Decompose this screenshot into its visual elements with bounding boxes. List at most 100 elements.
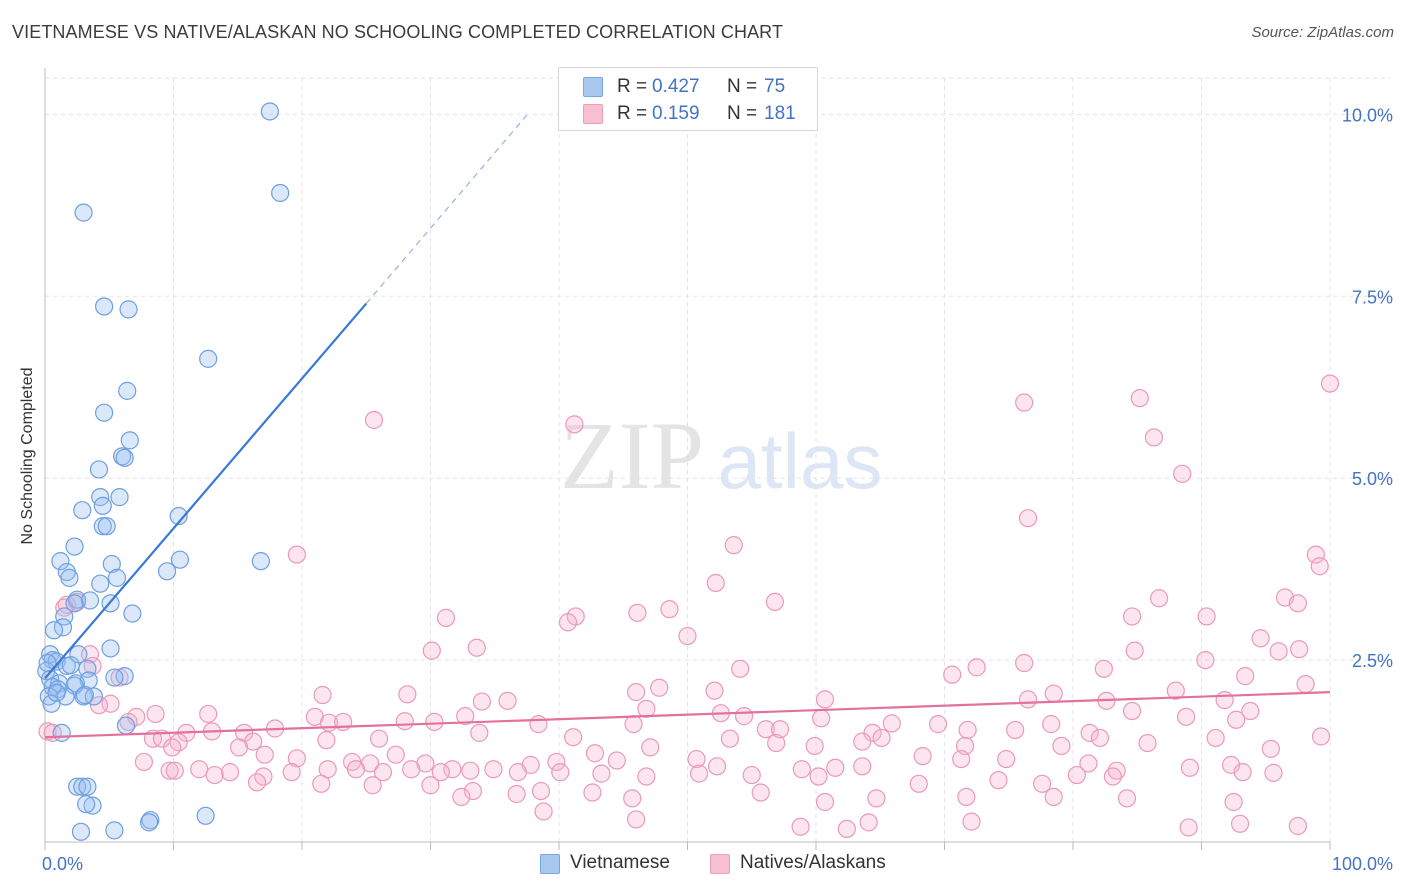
vietnamese-point [74, 203, 93, 222]
natives-point [1296, 675, 1315, 694]
natives-point [402, 760, 421, 779]
natives-point [395, 712, 414, 731]
natives-point [1166, 681, 1185, 700]
natives-point [997, 749, 1016, 769]
natives-point [928, 715, 948, 734]
tick-labels: 2.5% 5.0% 7.5% 10.0% 0.0% 100.0% [42, 105, 1393, 874]
natives-point [706, 573, 725, 593]
natives-point [756, 720, 775, 739]
natives-point [678, 626, 697, 646]
natives-point [534, 802, 553, 821]
natives-point [1033, 774, 1052, 793]
vietnamese-point [105, 668, 124, 687]
natives-point [386, 745, 405, 764]
natives-point [826, 758, 845, 777]
natives-point [628, 603, 647, 622]
natives-point [742, 765, 761, 785]
natives-point [1149, 589, 1169, 608]
vietnamese-point [84, 687, 103, 706]
natives-point [1138, 733, 1157, 753]
natives-point [1117, 789, 1137, 808]
natives-point [641, 738, 660, 757]
legend-label: Vietnamese [570, 852, 670, 873]
correlation-legend: R = 0.427 N = 75 R = 0.159 N = 181 [558, 67, 818, 131]
natives-point [1090, 728, 1110, 748]
natives-point [463, 781, 483, 801]
n-value: 75 [764, 76, 786, 97]
natives-point [190, 760, 209, 779]
natives-point [531, 781, 551, 801]
natives-point [1197, 607, 1216, 626]
natives-point [287, 545, 306, 564]
natives-point [1044, 684, 1063, 703]
natives-point [1144, 428, 1164, 447]
natives-point [1196, 650, 1215, 670]
natives-point [456, 707, 475, 726]
vietnamese-point [77, 795, 96, 814]
natives-point [689, 764, 709, 783]
vietnamese-point [42, 694, 61, 713]
vietnamese-point [271, 183, 290, 203]
natives-point [958, 720, 977, 740]
vietnamese-point [73, 777, 92, 796]
natives-point [882, 714, 901, 733]
natives-swatch [710, 854, 730, 874]
natives-point [452, 787, 471, 806]
natives-point [853, 757, 872, 776]
natives-point [1288, 816, 1307, 836]
natives-point [1241, 701, 1260, 721]
natives-point [720, 729, 740, 748]
natives-point [346, 760, 366, 779]
natives-point [508, 763, 527, 782]
natives-point [1221, 755, 1241, 774]
n-label: N = [727, 103, 758, 124]
watermark: ZIP atlas [560, 402, 882, 509]
vietnamese-point [78, 777, 97, 796]
natives-point [205, 765, 224, 785]
natives-point [220, 763, 240, 782]
natives-point [1123, 607, 1142, 626]
natives-point [1261, 739, 1280, 758]
natives-point [1269, 642, 1288, 661]
natives-point [57, 595, 76, 614]
natives-point [957, 787, 976, 806]
natives-point [1176, 707, 1196, 726]
natives-point [867, 789, 886, 808]
natives-point [687, 749, 706, 769]
vietnamese-point [38, 653, 57, 673]
vietnamese-point [260, 102, 279, 121]
natives-point [313, 685, 332, 705]
vietnamese-point [107, 568, 127, 587]
natives-point [751, 783, 770, 802]
natives-point [1206, 728, 1225, 748]
natives-point [705, 681, 724, 700]
natives-point [1094, 659, 1113, 678]
natives-point [551, 763, 570, 782]
vietnamese-point [68, 777, 87, 796]
natives-point [660, 600, 679, 619]
natives-point [1018, 509, 1038, 528]
vietnamese-point [199, 349, 218, 368]
source-label: Source: ZipAtlas.com [1251, 24, 1394, 41]
vietnamese-point [170, 550, 190, 569]
natives-point [1251, 629, 1270, 648]
natives-point [1173, 464, 1192, 483]
natives-point [1052, 736, 1071, 756]
natives-point [805, 736, 824, 756]
vietnamese-point [75, 685, 94, 705]
natives-point [1233, 763, 1252, 782]
natives-point [792, 760, 811, 779]
natives-swatch [583, 104, 603, 124]
natives-point [812, 709, 831, 728]
trend-lines [44, 114, 1331, 739]
vietnamese-point [91, 574, 110, 593]
vietnamese-point [93, 517, 112, 536]
natives-point [422, 641, 441, 660]
r-value: 0.159 [652, 103, 700, 124]
vietnamese-point [157, 562, 177, 581]
natives-point [583, 783, 602, 802]
natives-point [767, 733, 786, 753]
natives-point [731, 659, 750, 678]
natives-point [734, 707, 754, 726]
natives-point [650, 678, 669, 697]
